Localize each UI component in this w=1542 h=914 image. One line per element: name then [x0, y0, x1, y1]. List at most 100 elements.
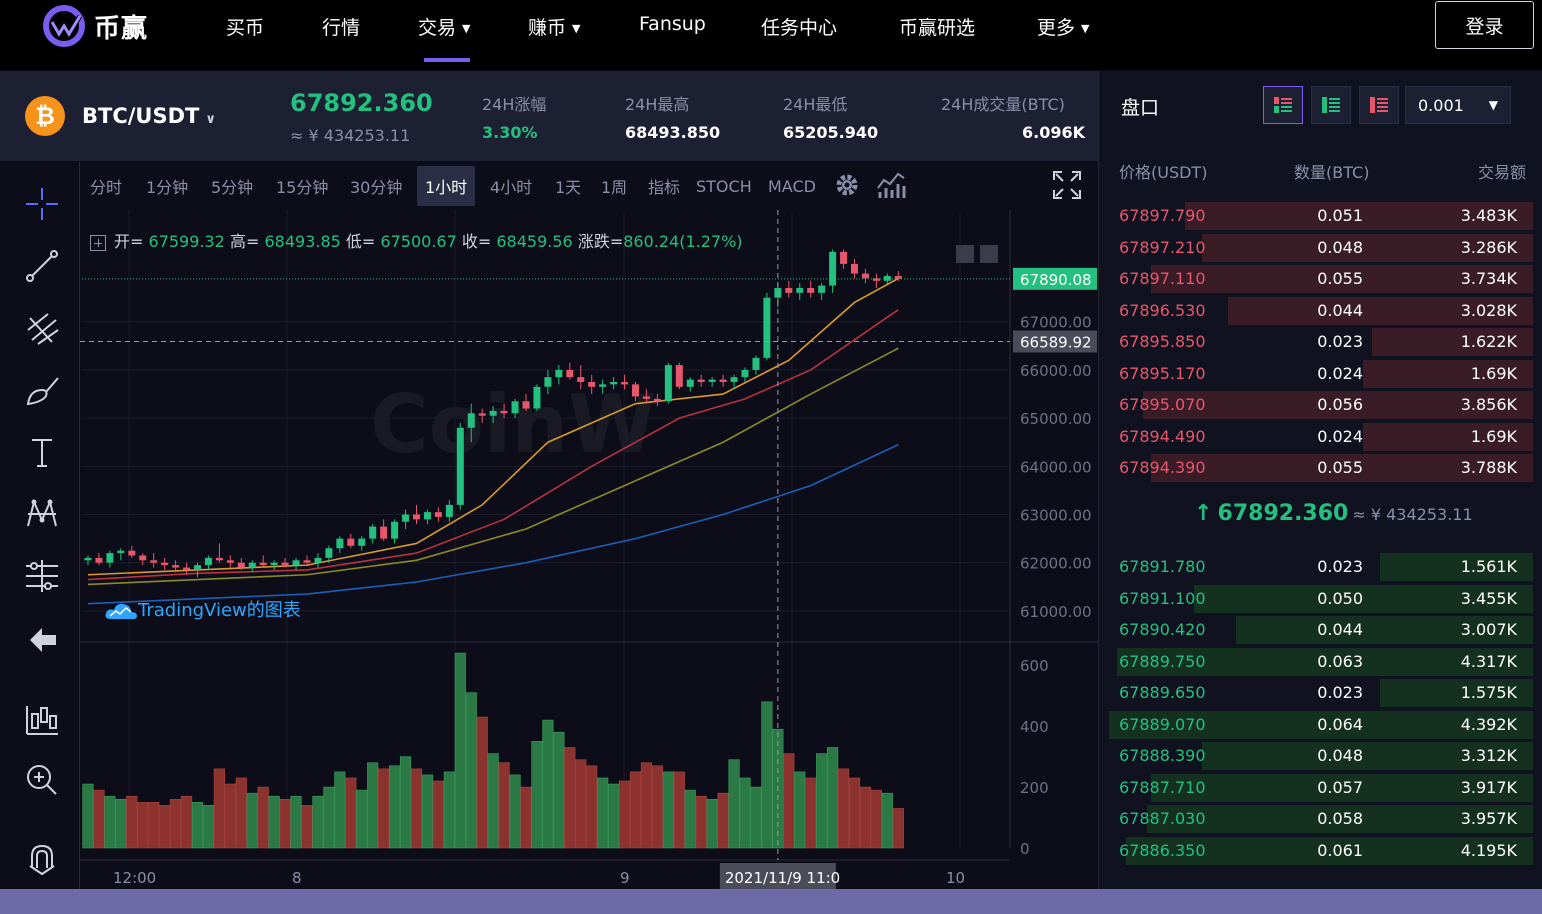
nav-item-6[interactable]: 币赢研选 — [899, 13, 975, 40]
volume-bar — [640, 762, 653, 849]
stat-value-1: 68493.850 — [625, 123, 721, 142]
zoom-in-icon[interactable] — [22, 760, 62, 800]
candle-body — [117, 550, 125, 554]
trend-line-icon[interactable] — [22, 246, 62, 286]
legend-toggle-icon[interactable] — [90, 234, 106, 251]
back-arrow-icon[interactable] — [22, 620, 62, 660]
asks-row[interactable]: 67897.110 0.055 3.734K — [1109, 264, 1533, 294]
volume-bar — [881, 792, 893, 849]
depth-bar — [1151, 265, 1533, 293]
asks-row[interactable]: 67895.170 0.024 1.69K — [1109, 359, 1533, 389]
asks-row[interactable]: 67895.070 0.056 3.856K — [1109, 390, 1533, 420]
volume-bar — [465, 692, 477, 849]
bids-row[interactable]: 67890.420 0.044 3.007K — [1109, 615, 1533, 645]
volume-bar — [859, 786, 872, 849]
pair-selector[interactable]: BTC/USDT ∨ — [82, 104, 216, 128]
candle-body — [489, 410, 497, 416]
volume-bar — [82, 783, 94, 849]
volume-bar — [367, 762, 379, 849]
interval-2[interactable]: 5分钟 — [211, 178, 254, 197]
tradingview-text: TradingView的图表 — [138, 600, 301, 621]
bids-row[interactable]: 67889.650 0.023 1.575K — [1109, 678, 1533, 708]
volume-bar — [191, 802, 204, 849]
bids-row[interactable]: 67891.100 0.050 3.455K — [1109, 584, 1533, 614]
nav-item-3[interactable]: 赚币 ▼ — [528, 13, 580, 40]
nav-item-1[interactable]: 行情 — [322, 13, 360, 40]
last-price: 67892.360 — [290, 89, 433, 117]
brush-icon[interactable] — [22, 370, 62, 410]
asks-row[interactable]: 67894.390 0.055 3.788K — [1109, 453, 1533, 483]
candlestick-chart[interactable]: 67000.00 66000.00 65000.00 64000.00 63000.00… — [80, 210, 1098, 890]
interval-10[interactable]: STOCH — [696, 176, 752, 196]
top-nav: 币赢 买币 行情 交易 ▼ 赚币 ▼ Fansup 任务中心 币赢研选 更多 ▼ 登录 — [0, 0, 1542, 70]
bids-row[interactable]: 67891.780 0.023 1.561K — [1109, 552, 1533, 582]
price-tick-label: 65000.00 — [1020, 410, 1092, 428]
interval-7[interactable]: 1天 — [555, 178, 582, 197]
interval-11[interactable]: MACD — [768, 176, 816, 196]
asks-row[interactable]: 67894.490 0.024 1.69K — [1109, 422, 1533, 452]
tradingview-logo[interactable]: TradingView的图表 — [104, 596, 301, 622]
text-icon[interactable] — [22, 432, 62, 472]
asks-row[interactable]: 67897.210 0.048 3.286K — [1109, 233, 1533, 263]
volume-bar — [542, 719, 554, 849]
nav-item-2[interactable]: 交易 ▼ — [418, 13, 470, 40]
bids-row[interactable]: 67889.750 0.063 4.317K — [1109, 647, 1533, 677]
pattern-icon[interactable] — [22, 494, 62, 534]
interval-9[interactable]: 指标 — [648, 178, 681, 197]
nav-item-4[interactable]: Fansup — [639, 13, 706, 35]
settings-gear-icon[interactable] — [832, 170, 862, 204]
book-view-bids-button[interactable] — [1311, 86, 1351, 124]
interval-5[interactable]: 1小时 — [417, 166, 476, 206]
brand-logo[interactable]: 币赢 — [42, 4, 148, 48]
nav-item-label: 任务中心 — [761, 17, 838, 39]
interval-1[interactable]: 1分钟 — [146, 178, 189, 197]
volume-bar — [706, 798, 718, 849]
stat-label-3: 24H成交量(BTC) — [941, 95, 1065, 114]
interval-0[interactable]: 分时 — [90, 178, 123, 197]
book-view-both-button[interactable] — [1263, 86, 1303, 124]
pair-name: BTC/USDT — [82, 104, 200, 128]
bids-row[interactable]: 67887.030 0.058 3.957K — [1109, 804, 1533, 834]
candle-body — [818, 285, 826, 293]
candles-icon[interactable] — [22, 700, 62, 740]
price-tick-label: 61000.00 — [1020, 603, 1092, 621]
candle-body — [380, 526, 388, 539]
depth-bar — [1363, 359, 1533, 388]
depth-bar — [1151, 454, 1533, 482]
chart-area[interactable]: CoinW 67000.00 66000.00 65000.00 64000.00 63… — [80, 210, 1098, 890]
row-price: 67895.850 — [1119, 332, 1206, 351]
interval-8[interactable]: 1周 — [601, 178, 628, 197]
bids-row[interactable]: 67886.350 0.061 4.195K — [1109, 836, 1533, 866]
interval-3[interactable]: 15分钟 — [276, 178, 329, 197]
login-button[interactable]: 登录 — [1435, 1, 1534, 49]
change-label: 涨跌= — [577, 232, 624, 251]
crosshair-icon[interactable] — [22, 184, 62, 224]
precision-select[interactable]: 0.001 ▼ — [1405, 86, 1511, 124]
interval-bar: 分时 1分钟 5分钟 15分钟 30分钟 1小时 4小时 1天 1周 指标 STOCH MACD — [80, 162, 1098, 210]
measure-icon[interactable] — [22, 556, 62, 596]
interval-6[interactable]: 4小时 — [490, 178, 533, 197]
magnet-icon[interactable] — [22, 838, 62, 878]
candle-body — [226, 560, 234, 563]
fullscreen-icon[interactable] — [1052, 170, 1082, 204]
asks-row[interactable]: 67895.850 0.023 1.622K — [1109, 327, 1533, 357]
candle-body — [511, 401, 519, 414]
nav-item-0[interactable]: 买币 — [226, 13, 264, 40]
bids-row[interactable]: 67887.710 0.057 3.917K — [1109, 773, 1533, 803]
candle-body — [128, 550, 136, 556]
nav-item-7[interactable]: 更多 ▼ — [1037, 13, 1089, 40]
asks-row[interactable]: 67896.530 0.044 3.028K — [1109, 296, 1533, 326]
nav-item-5[interactable]: 任务中心 — [761, 13, 837, 40]
bids-row[interactable]: 67888.390 0.048 3.312K — [1109, 741, 1533, 771]
asks-row[interactable]: 67897.790 0.051 3.483K — [1109, 201, 1533, 231]
bids-row[interactable]: 67889.070 0.064 4.392K — [1109, 710, 1533, 740]
row-amount: 0.048 — [1317, 237, 1363, 257]
book-view-asks-button[interactable] — [1359, 86, 1399, 124]
row-amount: 0.023 — [1317, 332, 1363, 351]
interval-4[interactable]: 30分钟 — [350, 178, 403, 197]
nav-item-label: 买币 — [226, 17, 265, 39]
pitchfork-icon[interactable] — [22, 308, 62, 348]
indicators-chart-icon[interactable] — [876, 170, 906, 204]
candle-body — [478, 413, 486, 416]
candle-body — [883, 275, 891, 281]
